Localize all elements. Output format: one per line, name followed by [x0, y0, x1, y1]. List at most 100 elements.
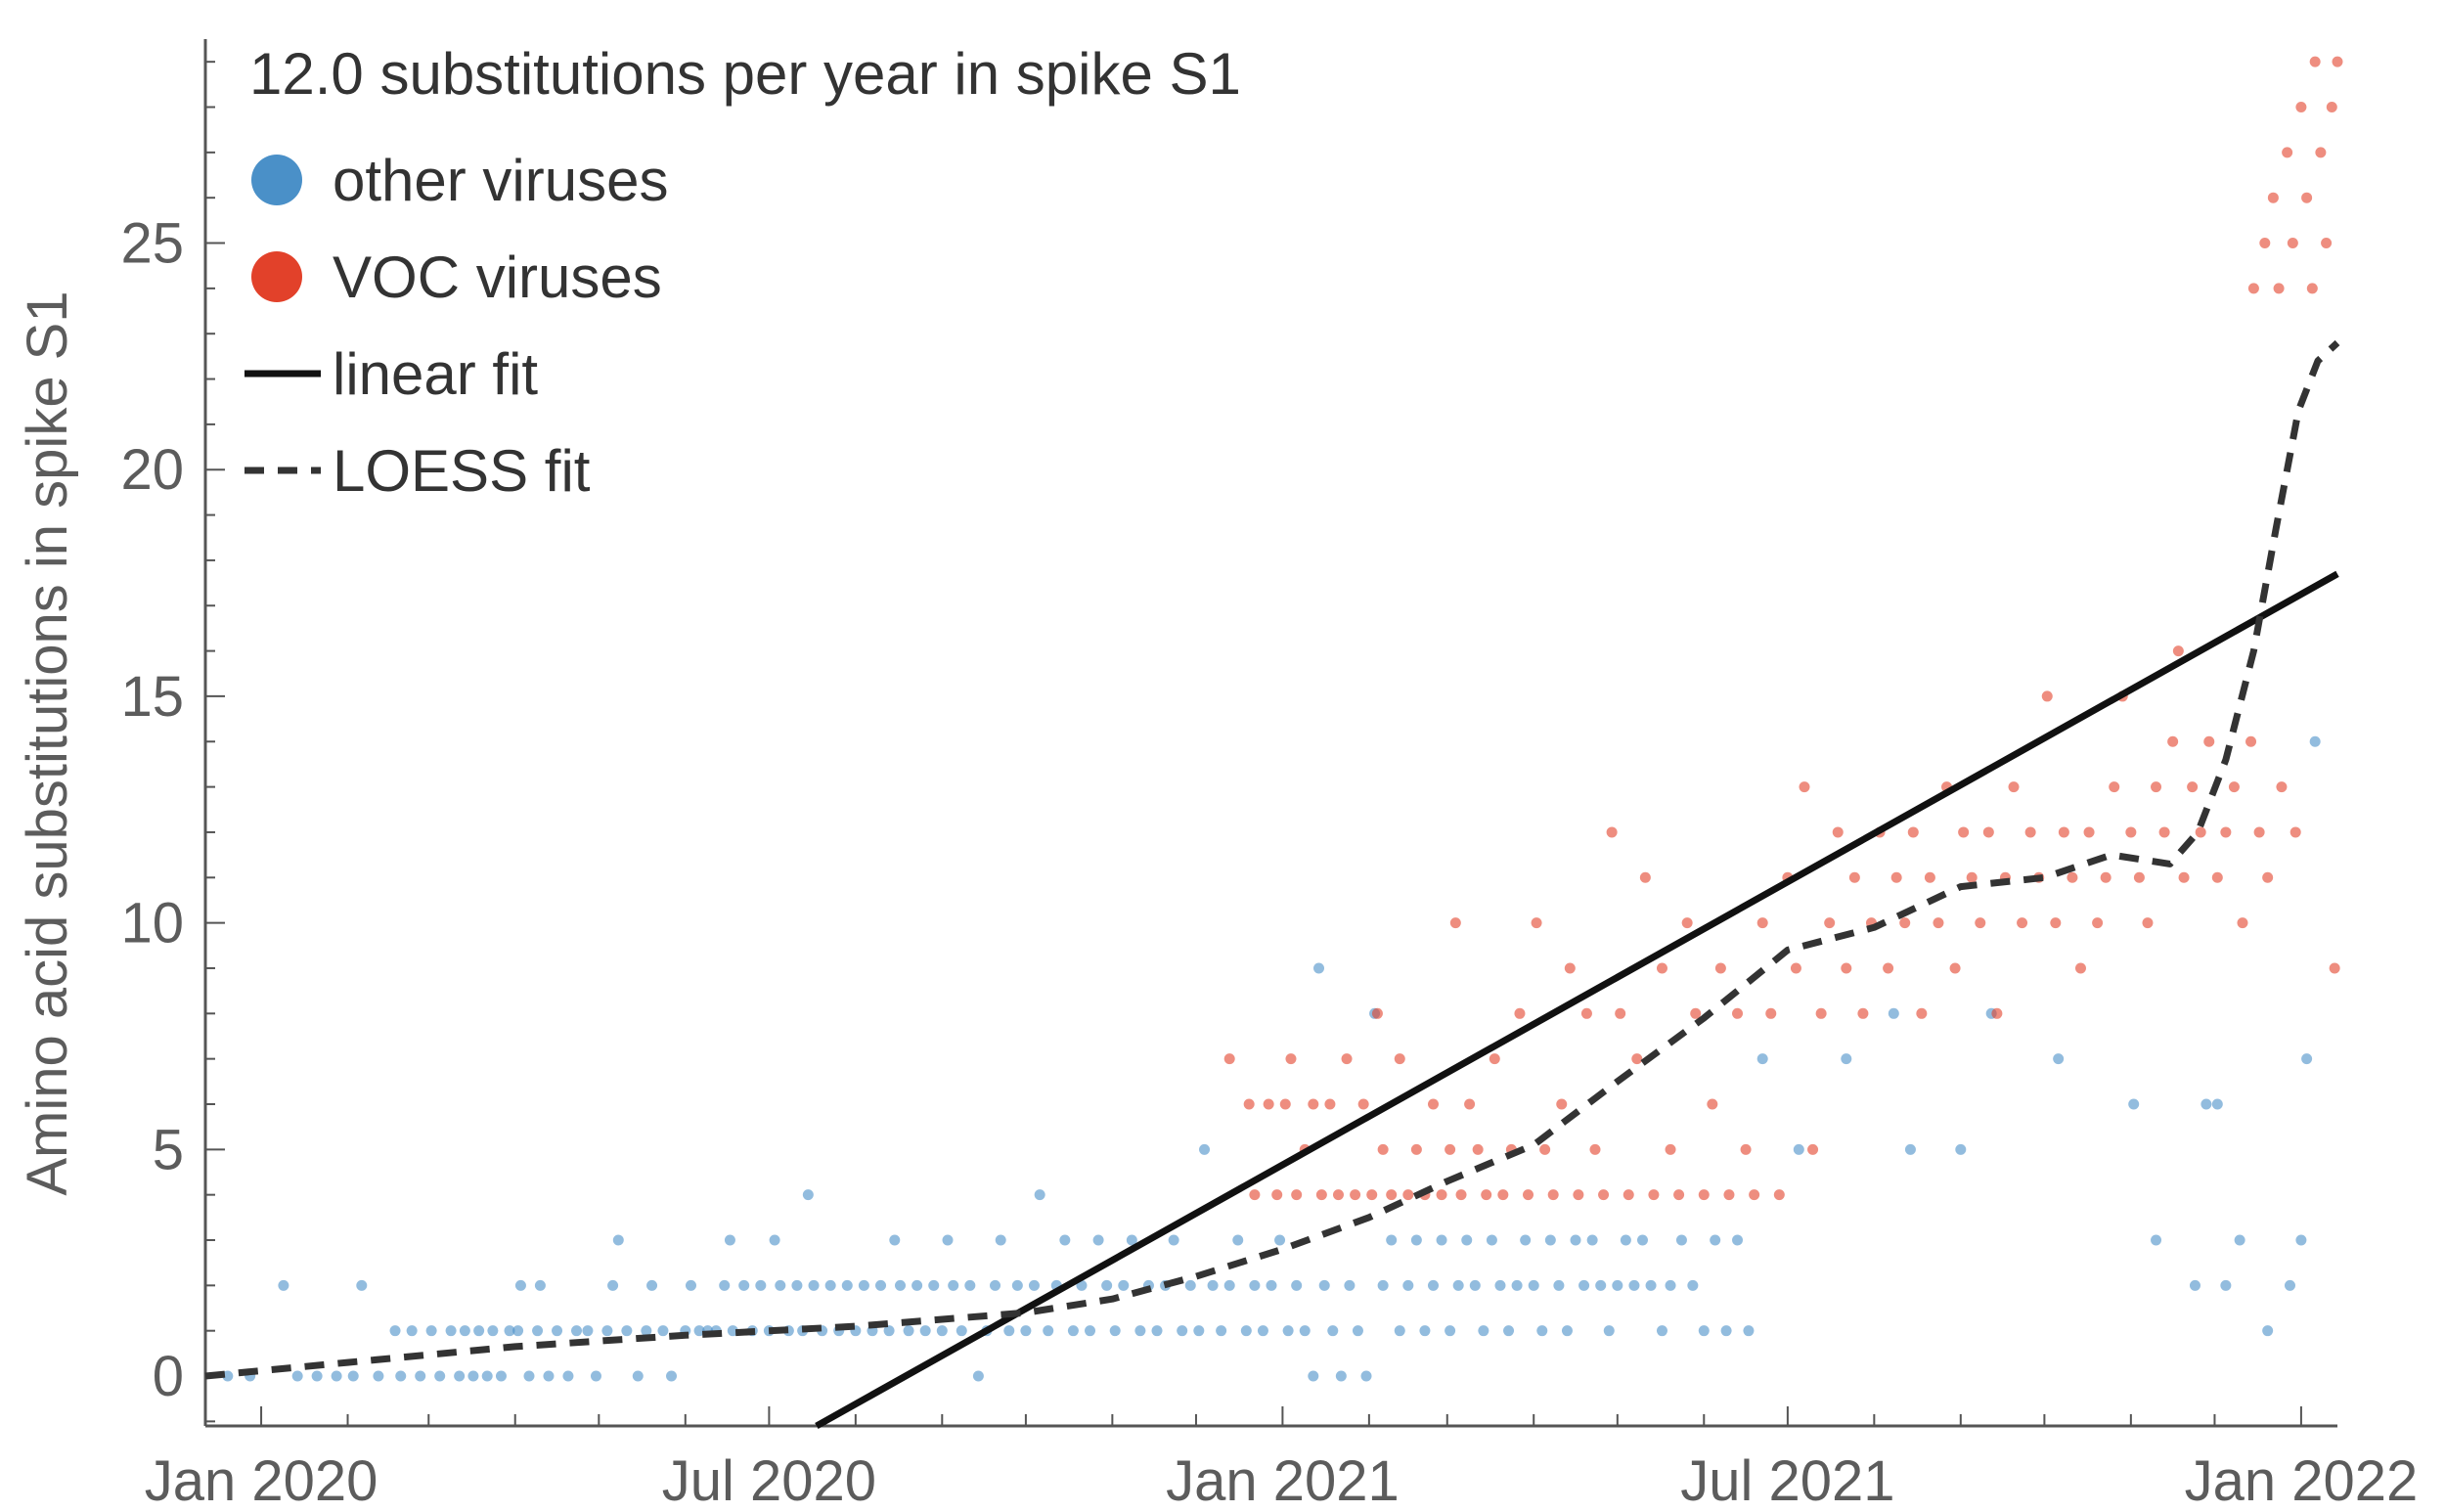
voc-virus-point: [2211, 871, 2223, 883]
other-virus-point: [1327, 1325, 1339, 1337]
other-virus-point: [1126, 1234, 1137, 1246]
other-virus-point: [1291, 1279, 1303, 1291]
other-virus-point: [1478, 1325, 1489, 1337]
voc-virus-point: [1714, 962, 1726, 974]
voc-virus-point: [1673, 1189, 1685, 1201]
legend-label-loess: LOESS fit: [333, 438, 591, 504]
voc-virus-point: [1445, 1143, 1456, 1155]
other-virus-point: [791, 1279, 803, 1291]
voc-virus-point: [2083, 826, 2095, 838]
other-virus-point: [395, 1370, 407, 1382]
voc-virus-point: [1285, 1053, 1297, 1065]
voc-virus-point: [1547, 1189, 1559, 1201]
chart-title: 12.0 substitutions per year in spike S1: [249, 41, 1241, 107]
legend: 12.0 substitutions per year in spike S1 …: [244, 41, 1241, 504]
other-virus-point: [1168, 1234, 1179, 1246]
voc-virus-point: [1916, 1007, 1928, 1019]
x-tick-label: Jan 2021: [1166, 1449, 1400, 1512]
other-virus-point: [1020, 1325, 1032, 1337]
voc-virus-point: [2267, 192, 2279, 203]
voc-virus-point: [1841, 962, 1852, 974]
voc-virus-point: [2024, 826, 2036, 838]
other-virus-point: [1394, 1325, 1405, 1337]
other-virus-point: [808, 1279, 820, 1291]
other-virus-point: [2211, 1098, 2223, 1110]
voc-virus-point: [2321, 238, 2333, 249]
voc-virus-point: [2301, 192, 2313, 203]
other-virus-point: [1720, 1325, 1732, 1337]
voc-virus-point: [1857, 1007, 1869, 1019]
other-virus-point: [1003, 1325, 1015, 1337]
other-virus-point: [1494, 1279, 1506, 1291]
other-viruses-points: [222, 735, 2321, 1382]
other-virus-point: [415, 1370, 426, 1382]
other-virus-point: [841, 1279, 853, 1291]
voc-virus-point: [1807, 1143, 1819, 1155]
voc-virus-point: [2259, 238, 2271, 249]
x-tick-label: Jul 2021: [1680, 1449, 1894, 1512]
voc-virus-point: [1539, 1143, 1551, 1155]
voc-virus-point: [1648, 1189, 1660, 1201]
legend-label-linear: linear fit: [333, 341, 538, 407]
other-virus-point: [1675, 1234, 1687, 1246]
other-virus-point: [1257, 1325, 1268, 1337]
voc-virus-point: [1366, 1189, 1378, 1201]
voc-virus-point: [1681, 917, 1693, 929]
voc-virus-point: [1531, 917, 1542, 929]
voc-virus-point: [1690, 1007, 1702, 1019]
other-virus-point: [1436, 1234, 1447, 1246]
other-virus-point: [1034, 1189, 1045, 1201]
voc-virus-point: [1589, 1143, 1601, 1155]
other-virus-point: [523, 1370, 535, 1382]
other-virus-point: [1352, 1325, 1363, 1337]
other-virus-point: [1308, 1370, 1319, 1382]
other-virus-point: [1067, 1325, 1079, 1337]
other-virus-point: [972, 1370, 984, 1382]
other-virus-point: [1888, 1007, 1899, 1019]
other-virus-point: [1318, 1279, 1330, 1291]
other-virus-point: [1743, 1325, 1755, 1337]
voc-virus-point: [1707, 1098, 1718, 1110]
voc-virus-point: [1427, 1098, 1439, 1110]
other-virus-point: [571, 1325, 583, 1337]
voc-virus-point: [1623, 1189, 1634, 1201]
other-virus-point: [356, 1279, 368, 1291]
other-virus-point: [646, 1279, 658, 1291]
legend-dot-voc: [251, 251, 302, 302]
other-virus-point: [1628, 1279, 1640, 1291]
other-virus-point: [1528, 1279, 1539, 1291]
other-virus-point: [512, 1325, 524, 1337]
voc-virus-point: [1523, 1189, 1534, 1201]
voc-virus-point: [1598, 1189, 1610, 1201]
voc-virus-point: [1315, 1189, 1327, 1201]
voc-virus-point: [2074, 962, 2086, 974]
voc-virus-point: [1464, 1098, 1476, 1110]
other-virus-point: [1199, 1143, 1211, 1155]
other-virus-point: [1637, 1234, 1649, 1246]
x-tick-label: Jan 2022: [2185, 1449, 2419, 1512]
other-virus-point: [1578, 1279, 1590, 1291]
other-virus-point: [1536, 1325, 1548, 1337]
voc-virus-point: [1631, 1053, 1643, 1065]
other-virus-point: [936, 1325, 948, 1337]
other-virus-point: [495, 1370, 507, 1382]
y-tick-label: 5: [153, 1118, 184, 1181]
voc-virus-point: [2289, 826, 2301, 838]
voc-virus-point: [1832, 826, 1844, 838]
other-virus-point: [445, 1325, 457, 1337]
other-virus-point: [487, 1325, 499, 1337]
other-virus-point: [858, 1279, 869, 1291]
other-virus-point: [481, 1370, 493, 1382]
other-virus-point: [1469, 1279, 1481, 1291]
voc-virus-point: [2172, 645, 2184, 657]
legend-label-voc: VOC viruses: [333, 245, 662, 310]
other-virus-point: [1595, 1279, 1607, 1291]
voc-virus-point: [1848, 871, 1860, 883]
voc-virus-point: [2041, 690, 2053, 702]
voc-virus-point: [1514, 1007, 1526, 1019]
other-virus-point: [1274, 1234, 1286, 1246]
other-virus-point: [1544, 1234, 1556, 1246]
other-virus-point: [582, 1325, 594, 1337]
voc-virus-point: [1824, 917, 1836, 929]
other-virus-point: [2128, 1098, 2140, 1110]
